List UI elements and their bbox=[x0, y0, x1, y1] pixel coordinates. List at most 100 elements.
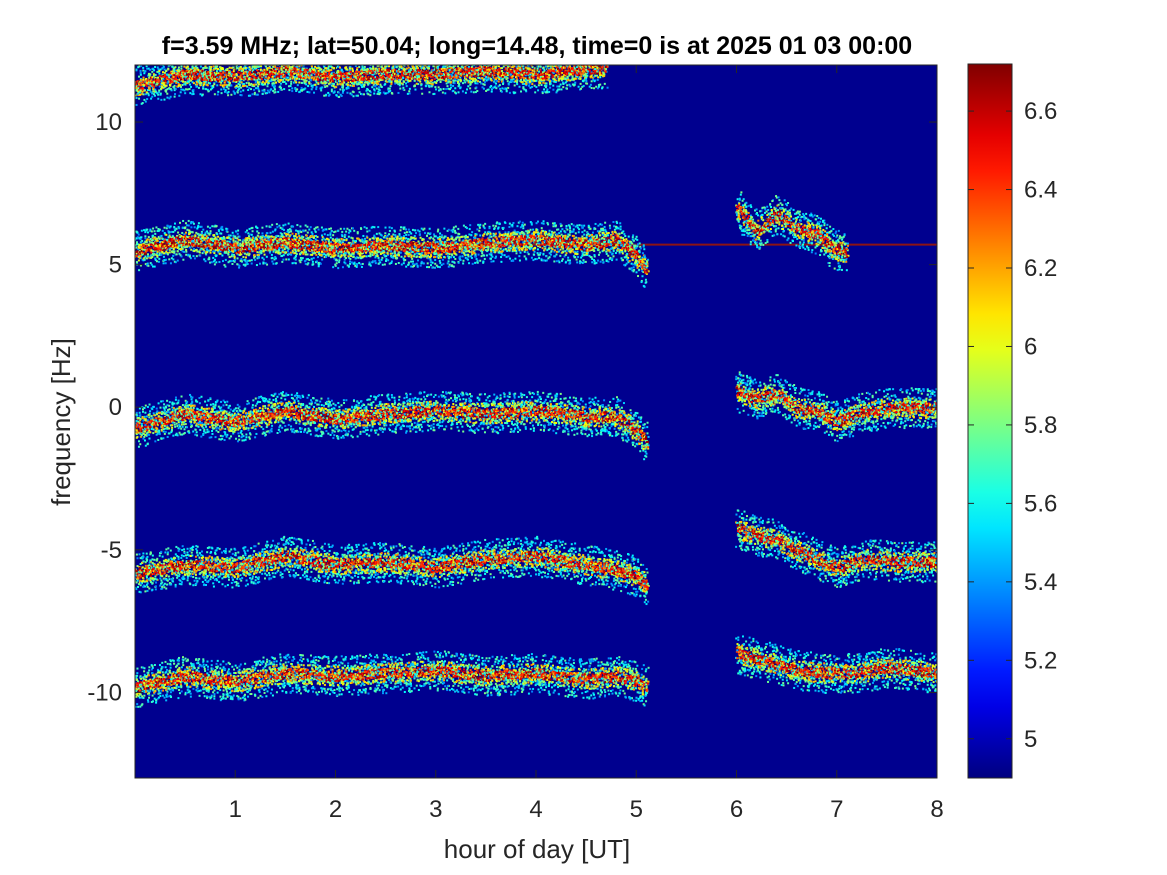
trace-pixel bbox=[387, 259, 389, 261]
trace-pixel bbox=[216, 225, 218, 227]
trace-pixel bbox=[553, 260, 555, 262]
trace-pixel bbox=[144, 259, 146, 261]
trace-pixel bbox=[234, 259, 236, 261]
trace-pixel bbox=[140, 242, 142, 244]
trace-pixel bbox=[168, 234, 170, 236]
trace-pixel bbox=[179, 236, 181, 238]
trace-pixel bbox=[478, 254, 480, 256]
trace-pixel bbox=[574, 256, 576, 258]
trace-pixel bbox=[398, 238, 400, 240]
trace-pixel bbox=[183, 251, 185, 253]
trace-pixel bbox=[442, 259, 444, 261]
trace-pixel bbox=[211, 238, 213, 240]
trace-pixel bbox=[620, 236, 622, 238]
trace-pixel bbox=[463, 225, 465, 227]
trace-pixel bbox=[323, 238, 325, 240]
trace-pixel bbox=[516, 248, 518, 250]
trace-pixel bbox=[520, 247, 522, 249]
trace-pixel bbox=[297, 242, 299, 244]
trace-pixel bbox=[573, 237, 575, 239]
trace-pixel bbox=[465, 235, 467, 237]
trace-pixel bbox=[145, 252, 147, 254]
trace-pixel bbox=[613, 244, 615, 246]
trace-pixel bbox=[321, 227, 323, 229]
trace-pixel bbox=[583, 234, 585, 236]
trace-pixel bbox=[623, 233, 625, 235]
trace-pixel bbox=[595, 223, 597, 225]
trace-pixel bbox=[565, 252, 567, 254]
trace-pixel bbox=[339, 240, 341, 242]
trace-pixel bbox=[565, 254, 567, 256]
trace-pixel bbox=[302, 230, 304, 232]
trace-pixel bbox=[316, 248, 318, 250]
trace-pixel bbox=[532, 259, 534, 261]
trace-pixel bbox=[258, 257, 260, 259]
trace-pixel bbox=[560, 237, 562, 239]
trace-pixel bbox=[599, 251, 601, 253]
trace-pixel bbox=[379, 261, 381, 263]
trace-pixel bbox=[550, 233, 552, 235]
trace-pixel bbox=[353, 256, 355, 258]
trace-pixel bbox=[442, 242, 444, 244]
trace-pixel bbox=[186, 246, 188, 248]
trace-pixel bbox=[503, 249, 505, 251]
trace-pixel bbox=[349, 263, 351, 265]
trace-pixel bbox=[214, 259, 216, 261]
trace-pixel bbox=[429, 243, 431, 245]
trace-pixel bbox=[136, 250, 138, 252]
trace-pixel bbox=[170, 245, 172, 247]
trace-pixel bbox=[160, 235, 162, 237]
trace-pixel bbox=[403, 262, 405, 264]
trace-pixel bbox=[479, 224, 481, 226]
trace-pixel bbox=[283, 229, 285, 231]
trace-pixel bbox=[493, 260, 495, 262]
trace-pixel bbox=[201, 226, 203, 228]
trace-pixel bbox=[398, 249, 400, 251]
trace-pixel bbox=[395, 263, 397, 265]
trace-pixel bbox=[380, 253, 382, 255]
trace-pixel bbox=[631, 246, 633, 248]
trace-pixel bbox=[229, 256, 231, 258]
trace-pixel bbox=[155, 242, 157, 244]
trace-pixel bbox=[207, 237, 209, 239]
trace-pixel bbox=[630, 248, 632, 250]
trace-pixel bbox=[390, 253, 392, 255]
trace-pixel bbox=[438, 252, 440, 254]
trace-pixel bbox=[588, 235, 590, 237]
trace-pixel bbox=[595, 234, 597, 236]
trace-pixel bbox=[487, 247, 489, 249]
trace-pixel bbox=[522, 222, 524, 224]
trace-pixel bbox=[363, 255, 365, 257]
trace-pixel bbox=[286, 231, 288, 233]
trace-pixel bbox=[633, 269, 635, 271]
trace-pixel bbox=[328, 240, 330, 242]
trace-pixel bbox=[370, 265, 372, 267]
trace-pixel bbox=[375, 262, 377, 264]
trace-pixel bbox=[490, 254, 492, 256]
trace-pixel bbox=[561, 228, 563, 230]
trace-pixel bbox=[213, 234, 215, 236]
trace-pixel bbox=[515, 252, 517, 254]
trace-pixel bbox=[417, 259, 419, 261]
trace-pixel bbox=[556, 260, 558, 262]
trace-pixel bbox=[156, 255, 158, 257]
trace-pixel bbox=[440, 257, 442, 259]
trace-pixel bbox=[269, 252, 271, 254]
trace-pixel bbox=[542, 230, 544, 232]
trace-pixel bbox=[256, 251, 258, 253]
trace-pixel bbox=[284, 224, 286, 226]
trace-pixel bbox=[631, 243, 633, 245]
trace-pixel bbox=[231, 260, 233, 262]
trace-pixel bbox=[392, 252, 394, 254]
trace-pixel bbox=[624, 250, 626, 252]
trace-pixel bbox=[198, 222, 200, 224]
trace-pixel bbox=[527, 251, 529, 253]
trace-pixel bbox=[332, 234, 334, 236]
trace-pixel bbox=[352, 227, 354, 229]
trace-pixel bbox=[580, 244, 582, 246]
trace-pixel bbox=[237, 257, 239, 259]
trace-pixel bbox=[609, 258, 611, 260]
trace-pixel bbox=[564, 250, 566, 252]
trace-pixel bbox=[407, 241, 409, 243]
trace-pixel bbox=[369, 250, 371, 252]
